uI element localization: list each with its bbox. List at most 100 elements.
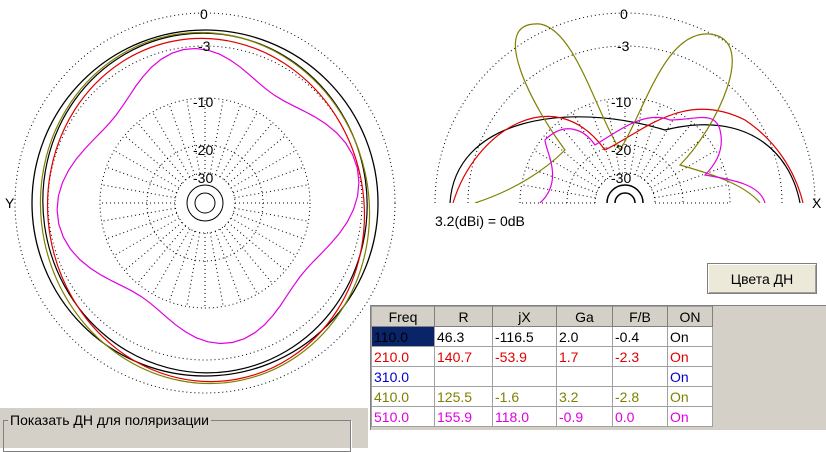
inner-arc	[606, 184, 644, 204]
grid-spoke	[572, 111, 611, 178]
table-cell[interactable]: -53.9	[492, 346, 557, 367]
grid-spoke	[106, 212, 177, 240]
inner-ring	[186, 184, 224, 222]
grid-ring	[14, 12, 396, 394]
inner-arc	[614, 192, 636, 204]
grid-spoke	[209, 99, 224, 174]
col-header-r[interactable]: R	[434, 306, 493, 327]
pattern-curve-510	[56, 47, 360, 345]
table-cell[interactable]: 510.0	[371, 406, 435, 427]
table-cell[interactable]: 310.0	[371, 366, 435, 387]
grid-spoke	[233, 212, 304, 240]
table-cell[interactable]: -1.6	[492, 386, 557, 407]
grid-spoke	[106, 166, 177, 194]
table-cell[interactable]	[556, 366, 613, 387]
grid-spoke	[629, 99, 644, 174]
right-pattern-curves	[449, 23, 804, 203]
col-header-on[interactable]: ON	[667, 306, 713, 327]
grid-ring	[146, 144, 264, 262]
grid-spoke	[639, 111, 678, 178]
grid-spoke	[101, 184, 176, 199]
table-cell[interactable]: 210.0	[371, 346, 435, 367]
table-cell[interactable]	[612, 366, 668, 387]
table-cell[interactable]: On	[667, 346, 713, 367]
grid-spoke	[223, 122, 273, 181]
col-header-freq[interactable]: Freq	[371, 306, 435, 327]
pattern-colors-button[interactable]: Цвета ДН	[707, 263, 817, 294]
pattern-curve-410	[39, 31, 371, 385]
table-row[interactable]: 210.0 140.7 -53.9 1.7 -2.3 On	[371, 346, 713, 367]
pattern-curve-210	[46, 37, 366, 383]
pattern-plots	[14, 12, 816, 394]
table-cell[interactable]: 125.5	[434, 386, 493, 407]
left-ring-label-3: -3	[198, 38, 211, 54]
grid-spoke	[137, 225, 187, 284]
grid-spoke	[521, 184, 596, 199]
left-polar-grid	[14, 12, 396, 394]
table-cell[interactable]: 155.9	[434, 406, 493, 427]
grid-spoke	[647, 135, 706, 185]
grid-spoke	[124, 135, 183, 185]
x-axis-label: X	[812, 195, 822, 211]
grid-spoke	[113, 150, 180, 189]
grid-ring	[47, 45, 363, 361]
table-cell[interactable]: -0.9	[556, 406, 613, 427]
table-cell[interactable]: -116.5	[492, 326, 557, 347]
grid-arc	[594, 172, 656, 204]
table-row[interactable]: 410.0 125.5 -1.6 3.2 -2.8 On	[371, 386, 713, 407]
table-cell[interactable]: 1.7	[556, 346, 613, 367]
table-cell[interactable]: On	[667, 406, 713, 427]
table-cell[interactable]: 410.0	[371, 386, 435, 407]
table-cell[interactable]	[434, 366, 493, 387]
results-grid: Freq R jX Ga F/B ON 110.0 46.3 -116.5 2.0 -0…	[370, 305, 826, 430]
grid-spoke	[214, 104, 242, 175]
grid-spoke	[152, 111, 191, 178]
grid-spoke	[137, 122, 187, 181]
pattern-curve-410	[474, 23, 761, 203]
grid-arc	[434, 12, 816, 204]
right-ring-label-10: -10	[611, 94, 632, 110]
grid-spoke	[219, 228, 258, 295]
outer-ring	[31, 29, 379, 377]
table-cell[interactable]: 46.3	[434, 326, 493, 347]
grid-spoke	[230, 150, 297, 189]
table-cell[interactable]: -2.8	[612, 386, 668, 407]
table-cell[interactable]: On	[667, 366, 713, 387]
grid-spoke	[219, 111, 258, 178]
grid-spoke	[526, 166, 597, 194]
table-cell[interactable]: On	[667, 386, 713, 407]
grid-spoke	[186, 232, 201, 307]
col-header-jx[interactable]: jX	[492, 306, 557, 327]
col-header-fb[interactable]: F/B	[612, 306, 668, 327]
grid-spoke	[227, 221, 286, 271]
table-cell[interactable]	[492, 366, 557, 387]
table-cell[interactable]: -2.3	[612, 346, 668, 367]
table-row[interactable]: 110.0 46.3 -116.5 2.0 -0.4 On	[371, 326, 713, 347]
table-cell[interactable]: On	[667, 326, 713, 347]
table-cell[interactable]: 3.2	[556, 386, 613, 407]
grid-spoke	[643, 122, 693, 181]
gain-reference-note: 3.2(dBi) = 0dB	[435, 213, 525, 229]
left-ring-label-10: -10	[193, 94, 214, 110]
table-cell[interactable]: 140.7	[434, 346, 493, 367]
col-header-ga[interactable]: Ga	[556, 306, 613, 327]
grid-spoke	[101, 207, 176, 222]
polarization-group-label: Показать ДН для поляризации	[8, 412, 211, 428]
grid-spoke	[653, 166, 724, 194]
table-cell[interactable]: -0.4	[612, 326, 668, 347]
table-cell[interactable]: 2.0	[556, 326, 613, 347]
table-cell[interactable]: 0.0	[612, 406, 668, 427]
grid-spoke	[588, 104, 616, 175]
table-cell[interactable]: 110.0	[371, 326, 435, 347]
right-polar-grid	[434, 12, 816, 204]
table-header-row: Freq R jX Ga F/B ON	[371, 306, 713, 327]
right-ring-label-30: -30	[611, 170, 632, 186]
grid-spoke	[227, 135, 286, 185]
grid-spoke	[557, 122, 607, 181]
table-cell[interactable]: 118.0	[492, 406, 557, 427]
pattern-curve-110	[449, 116, 801, 203]
right-ring-label-0: 0	[620, 6, 628, 22]
grid-ring	[99, 97, 311, 309]
table-row[interactable]: 310.0 On	[371, 366, 713, 387]
table-row[interactable]: 510.0 155.9 118.0 -0.9 0.0 On	[371, 406, 713, 427]
